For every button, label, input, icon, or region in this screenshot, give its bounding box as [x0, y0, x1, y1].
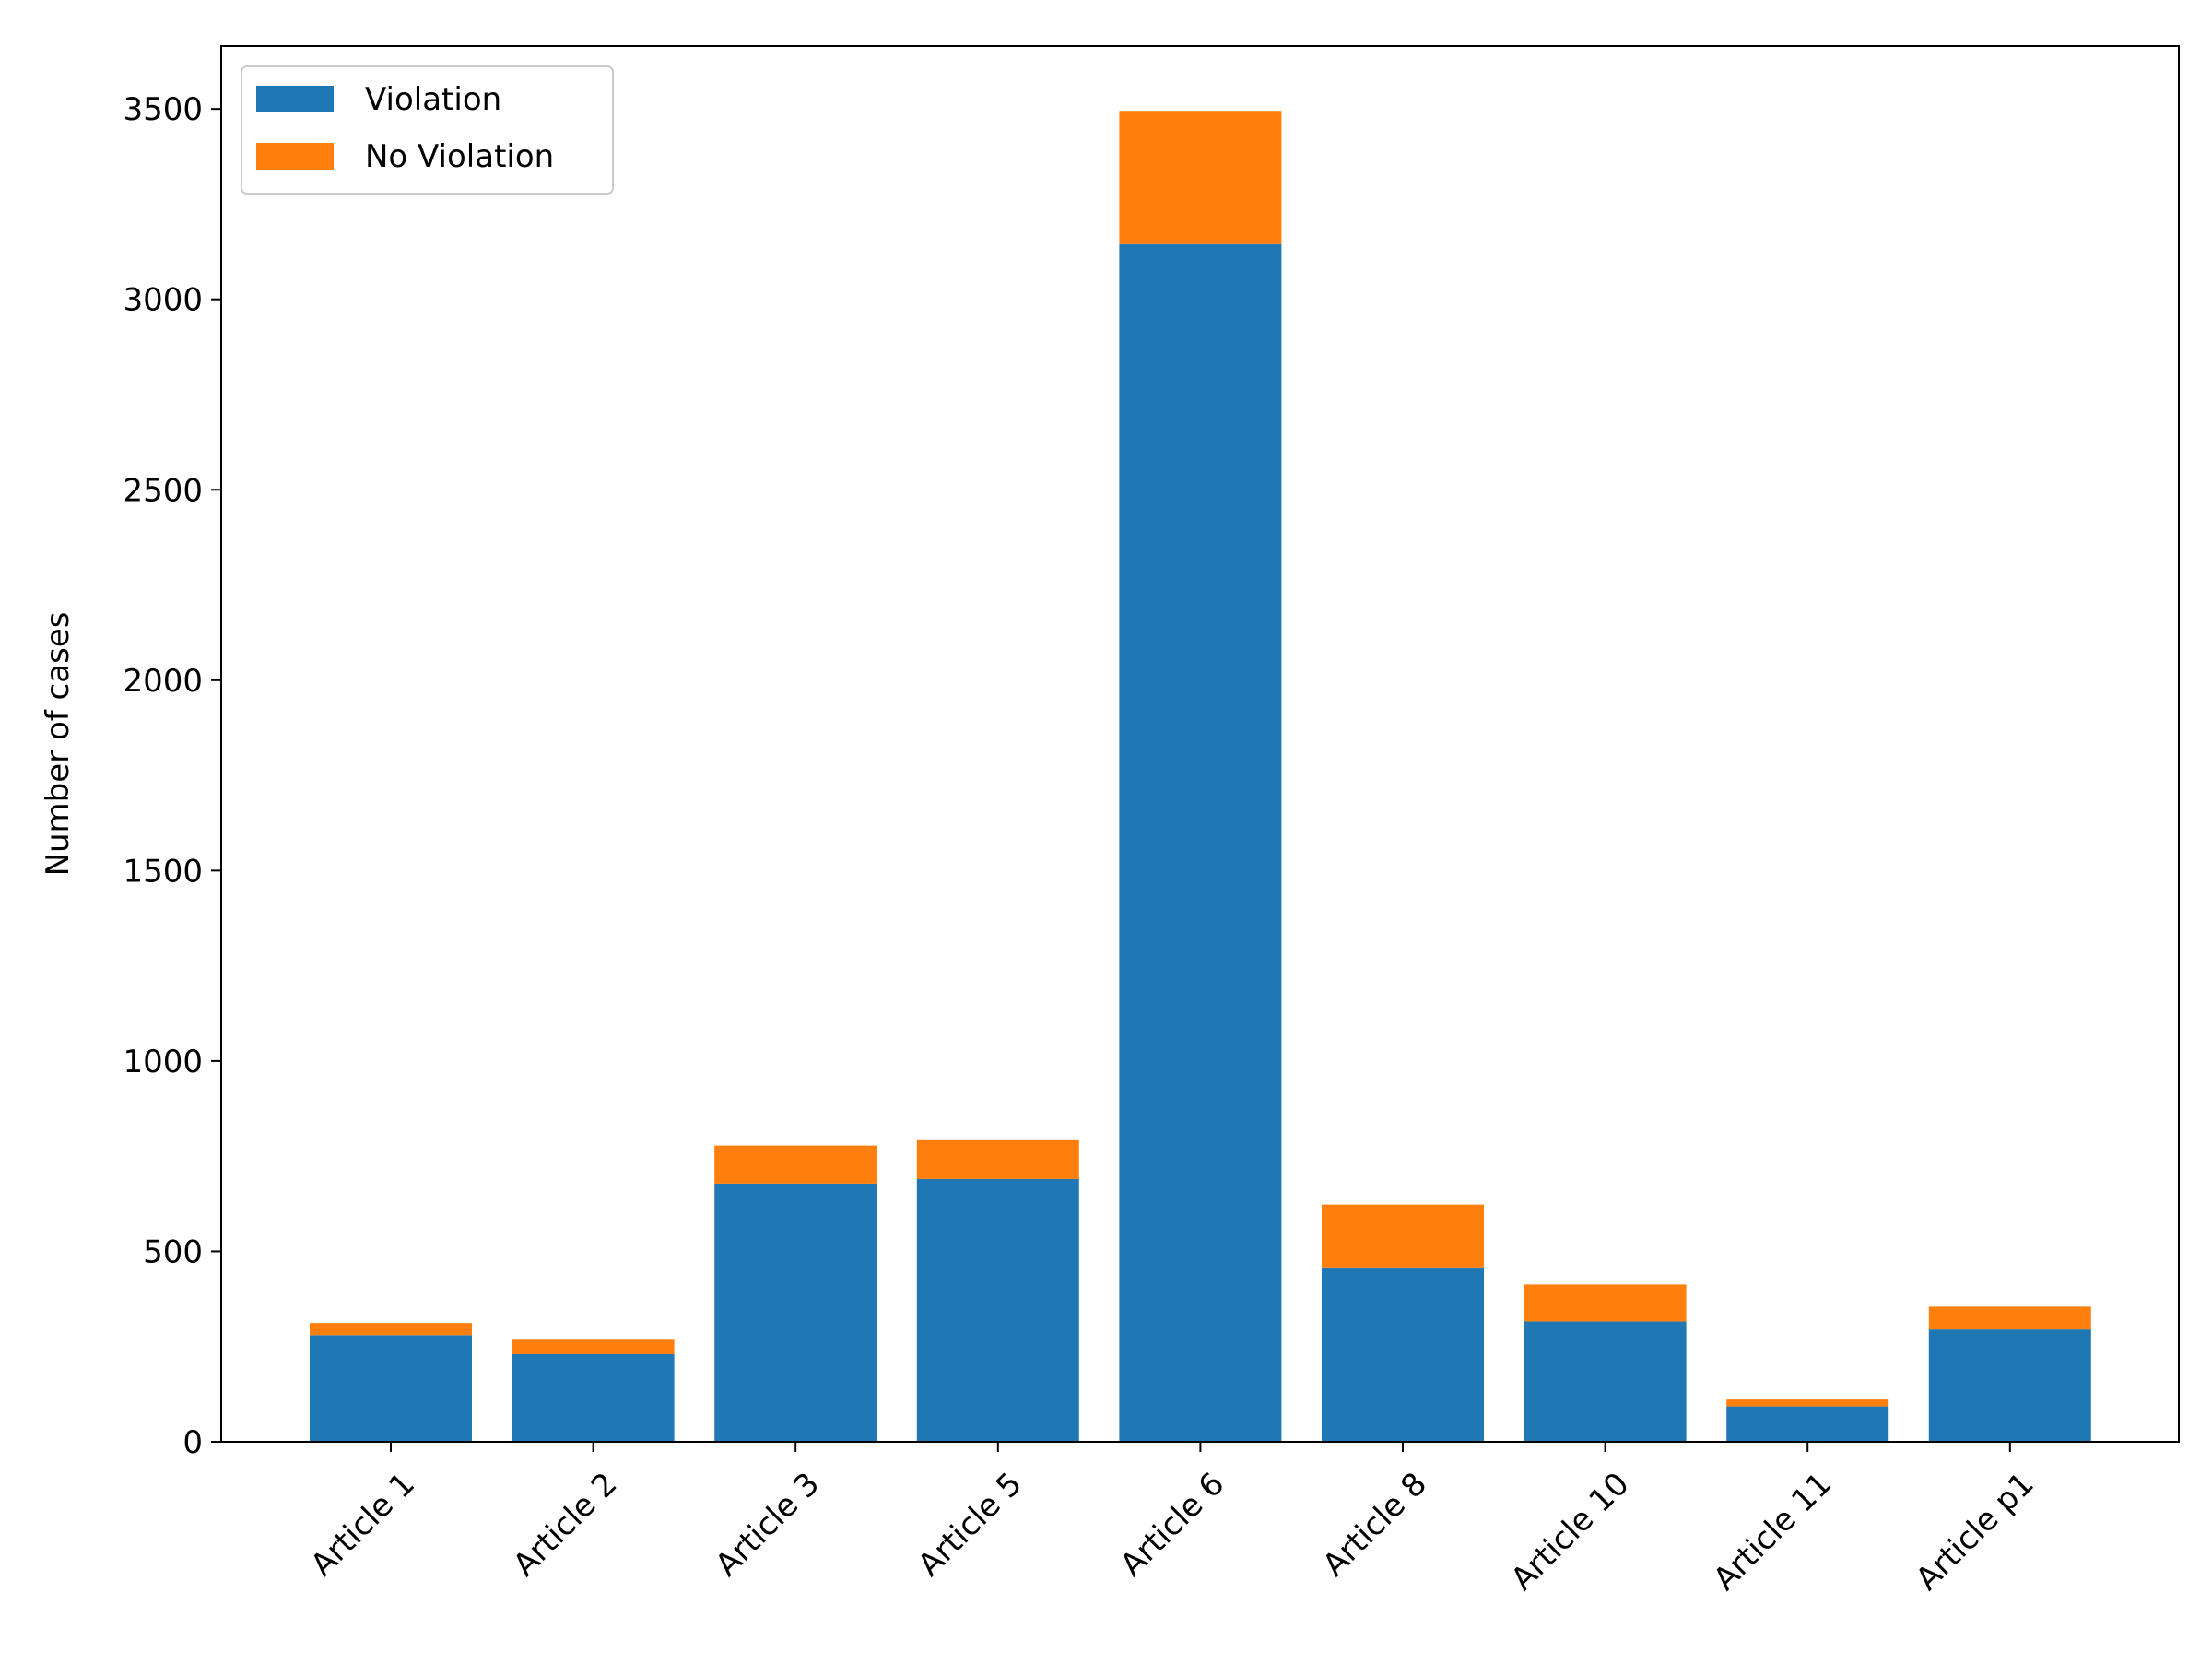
legend: Violation No Violation — [241, 65, 614, 195]
legend-label: No Violation — [365, 138, 554, 175]
bar-violation-article-11 — [1726, 1406, 1889, 1442]
bar-no-violation-article-1 — [310, 1323, 472, 1336]
bar-violation-article-6 — [1119, 243, 1282, 1443]
bar-no-violation-article-11 — [1726, 1399, 1889, 1407]
bar-no-violation-article-10 — [1524, 1284, 1687, 1322]
y-tick-label: 2000 — [123, 663, 203, 700]
bars-group — [310, 111, 2091, 1443]
bar-violation-article-1 — [310, 1335, 472, 1442]
bar-violation-article-8 — [1322, 1267, 1484, 1442]
bar-violation-article-2 — [512, 1353, 675, 1442]
bar-no-violation-article-3 — [714, 1145, 877, 1184]
bar-no-violation-article-p1 — [1928, 1306, 2091, 1330]
y-tick-label: 2500 — [123, 472, 203, 509]
y-tick-label: 3500 — [123, 91, 203, 128]
y-tick-label: 500 — [143, 1233, 203, 1270]
bar-violation-article-3 — [714, 1183, 877, 1442]
legend-label: Violation — [365, 81, 501, 118]
bar-no-violation-article-8 — [1322, 1204, 1484, 1268]
bar-violation-article-5 — [916, 1178, 1079, 1442]
bar-violation-article-10 — [1524, 1321, 1687, 1442]
legend-box — [241, 65, 614, 195]
bar-no-violation-article-2 — [512, 1339, 675, 1354]
bar-no-violation-article-6 — [1119, 111, 1282, 244]
bar-violation-article-p1 — [1928, 1329, 2091, 1442]
legend-swatch-violation — [256, 86, 334, 112]
y-tick-label: 1500 — [123, 853, 203, 890]
legend-swatch-no-violation — [256, 143, 334, 170]
bar-no-violation-article-5 — [916, 1139, 1079, 1179]
y-tick-label: 1000 — [123, 1044, 203, 1080]
y-tick-label: 0 — [182, 1424, 203, 1461]
y-tick-label: 3000 — [123, 282, 203, 319]
y-axis-label: Number of cases — [40, 612, 76, 877]
